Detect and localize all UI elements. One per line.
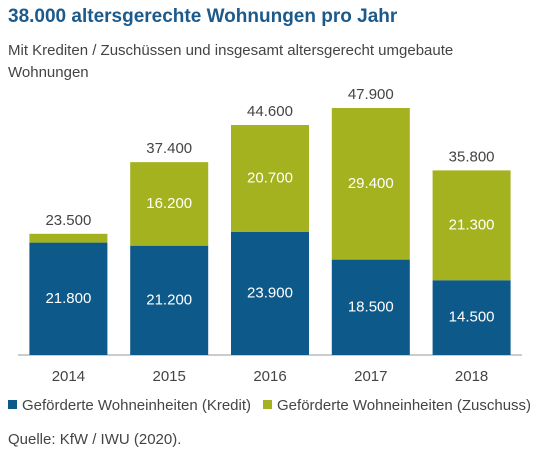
legend-label: Geförderte Wohneinheiten (Kredit)	[22, 397, 251, 414]
x-tick-label: 2018	[455, 368, 488, 385]
data-label: 16.200	[146, 195, 192, 212]
total-label: 44.600	[247, 103, 293, 120]
data-label: 21.300	[449, 216, 495, 233]
bar-segment	[130, 245, 209, 355]
data-label: 23.900	[247, 284, 293, 301]
bar-segment	[29, 233, 108, 243]
total-label: 23.500	[45, 212, 91, 229]
data-label: 20.700	[247, 169, 293, 186]
total-label: 37.400	[146, 140, 192, 157]
data-label: 14.500	[449, 309, 495, 326]
total-label: 47.900	[348, 86, 394, 103]
legend-swatch	[8, 400, 17, 409]
bar-segment	[29, 242, 108, 355]
bar-segment	[231, 231, 309, 355]
bar-segment	[331, 108, 410, 260]
chart-title: 38.000 altersgerechte Wohnungen pro Jahr	[8, 6, 398, 27]
bar-segment	[331, 259, 410, 355]
x-tick-label: 2015	[153, 368, 186, 385]
chart-subtitle: Mit Krediten / Zuschüssen und insgesamt …	[8, 42, 454, 81]
bar-segment	[130, 162, 209, 246]
bar-segment	[231, 125, 309, 232]
data-label: 18.500	[348, 298, 394, 315]
bar-segment	[432, 280, 511, 355]
x-tick-label: 2016	[253, 368, 286, 385]
source-note: Quelle: KfW / IWU (2020).	[8, 431, 181, 448]
data-label: 21.200	[146, 291, 192, 308]
data-label: 29.400	[348, 175, 394, 192]
total-label: 35.800	[449, 148, 495, 165]
data-label: 21.800	[45, 290, 91, 307]
bar-segment	[432, 170, 511, 281]
x-tick-label: 2014	[52, 368, 85, 385]
x-tick-label: 2017	[354, 368, 387, 385]
legend-label: Geförderte Wohneinheiten (Zuschuss)	[277, 397, 531, 414]
legend-swatch	[263, 400, 273, 409]
